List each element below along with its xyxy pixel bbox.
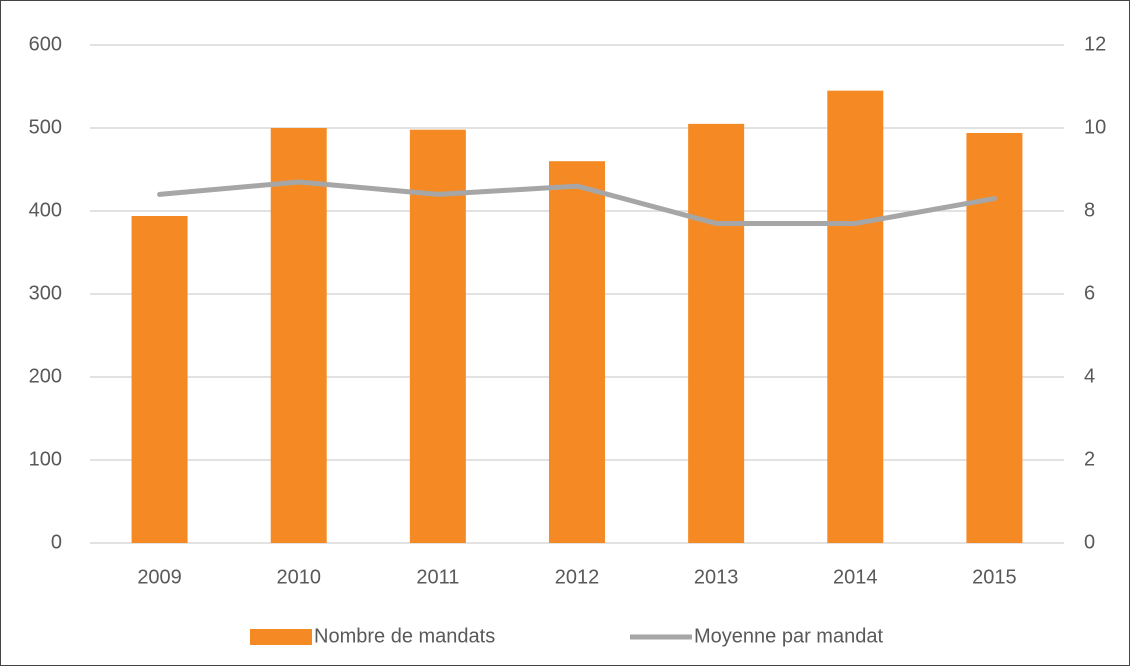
bar	[966, 132, 1023, 544]
legend-swatch	[250, 629, 312, 645]
x-tick-label: 2012	[555, 566, 600, 588]
y2-tick-label: 6	[1084, 282, 1095, 304]
bar	[827, 90, 884, 544]
x-tick-label: 2010	[276, 566, 321, 588]
y-tick-label: 300	[29, 282, 62, 304]
bar	[409, 129, 466, 543]
y-tick-label: 500	[29, 116, 62, 138]
y-tick-label: 100	[29, 448, 62, 470]
y2-tick-label: 4	[1084, 365, 1095, 387]
bar	[688, 123, 745, 543]
legend-label: Moyenne par mandat	[694, 625, 883, 647]
legend-label: Nombre de mandats	[314, 625, 495, 647]
y-tick-label: 600	[29, 33, 62, 55]
y2-tick-label: 8	[1084, 199, 1095, 221]
x-tick-label: 2009	[137, 566, 182, 588]
y2-tick-label: 2	[1084, 448, 1095, 470]
x-tick-label: 2015	[972, 566, 1017, 588]
bar	[131, 215, 188, 544]
bar	[270, 128, 327, 543]
x-tick-label: 2014	[833, 566, 878, 588]
bar	[549, 161, 605, 543]
y-tick-label: 200	[29, 365, 62, 387]
line	[157, 179, 997, 226]
y2-tick-label: 10	[1084, 116, 1106, 138]
x-tick-label: 2013	[694, 566, 739, 588]
y-tick-label: 0	[51, 531, 62, 553]
y-tick-label: 400	[29, 199, 62, 221]
y2-tick-label: 12	[1084, 33, 1106, 55]
x-tick-label: 2011	[416, 566, 459, 588]
y2-tick-label: 0	[1084, 531, 1095, 553]
